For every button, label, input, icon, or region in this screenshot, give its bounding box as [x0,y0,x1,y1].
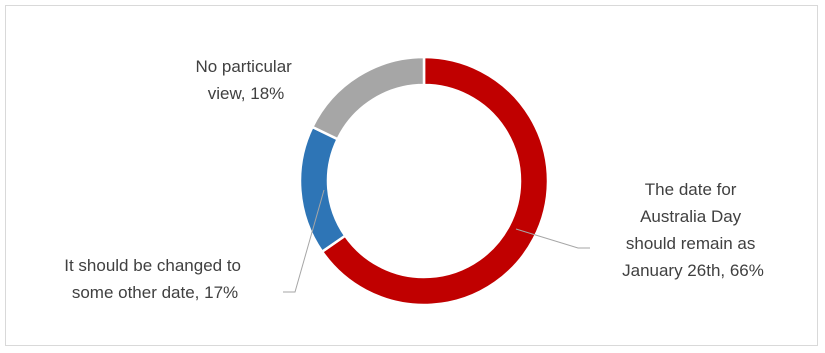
donut-slices [298,55,550,307]
slice-remain [320,55,550,307]
leader-line-remain [515,228,590,249]
slice-label-changed: It should be changed to some other date,… [64,256,245,302]
slice-changed [298,125,347,254]
slice-label-remain: The date for Australia Day should remain… [622,180,764,280]
slice-label-no-view: No particular view, 18% [195,57,296,103]
leader-lines [283,189,590,293]
leader-line-changed [283,189,325,293]
slice-no-view [310,55,426,141]
